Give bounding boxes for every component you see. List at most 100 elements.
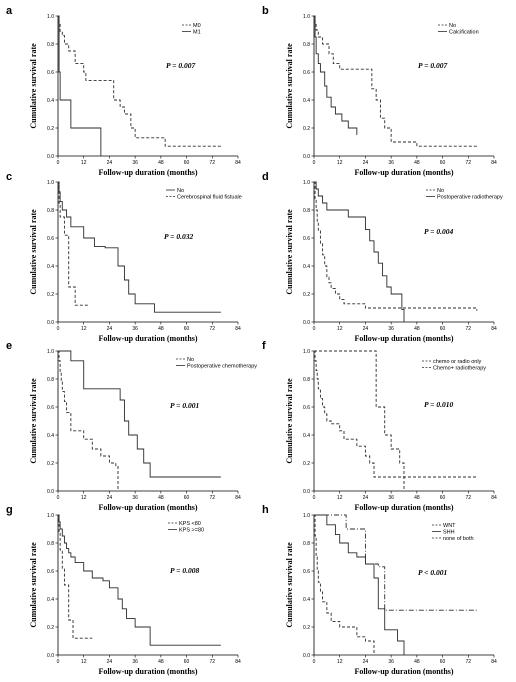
- x-tick-label: 60: [440, 160, 446, 166]
- y-tick-label: 0.6: [303, 405, 310, 411]
- y-tick-label: 0.4: [47, 597, 54, 603]
- survival-curve-2: [58, 15, 102, 156]
- x-tick-label: 12: [337, 495, 343, 501]
- survival-curve-2: [314, 181, 405, 322]
- x-tick-label: 24: [363, 495, 369, 501]
- y-tick-label: 0.8: [47, 42, 54, 48]
- y-tick-label: 0.8: [47, 541, 54, 547]
- x-axis-label: Follow-up duration (months): [354, 667, 453, 676]
- legend-label: none of both: [443, 536, 474, 542]
- y-tick-label: 0.2: [47, 126, 54, 132]
- panel-letter: d: [262, 171, 269, 183]
- y-tick-label: 1.0: [47, 349, 54, 355]
- y-tick-label: 0.4: [47, 98, 54, 104]
- survival-curve-1: [58, 15, 221, 147]
- legend-label: KPS >=80: [179, 528, 204, 534]
- legend-label: M0: [193, 23, 201, 29]
- x-tick-label: 12: [81, 659, 87, 665]
- p-value: P = 0.032: [164, 232, 193, 241]
- x-tick-label: 72: [466, 495, 472, 501]
- x-tick-label: 36: [132, 659, 138, 665]
- x-tick-label: 24: [107, 495, 113, 501]
- x-tick-label: 60: [440, 659, 446, 665]
- x-tick-label: 72: [466, 659, 472, 665]
- y-tick-label: 0.2: [303, 461, 310, 467]
- x-tick-label: 12: [337, 160, 343, 166]
- x-tick-label: 48: [158, 659, 164, 665]
- legend-label: No: [177, 188, 184, 194]
- y-tick-label: 0.8: [47, 208, 54, 214]
- x-tick-label: 60: [184, 160, 190, 166]
- panel-letter: c: [6, 171, 12, 183]
- x-axis-label: Follow-up duration (months): [354, 168, 453, 177]
- survival-curve-2: [58, 181, 88, 306]
- km-panel-b: b 0.0 0.2 0.4 0.6 0.8 1.0 0 12 24 36 48 60 72 84 Cumula…: [262, 5, 497, 177]
- x-tick-label: 36: [388, 495, 394, 501]
- x-tick-label: 60: [440, 326, 446, 332]
- survival-curve-2: [314, 350, 405, 491]
- x-tick-label: 24: [107, 326, 113, 332]
- y-tick-label: 0.0: [303, 154, 310, 160]
- y-tick-label: 0.8: [303, 208, 310, 214]
- x-tick-label: 0: [57, 495, 60, 501]
- panel-letter: a: [6, 5, 13, 17]
- legend-label: No: [449, 23, 456, 29]
- x-tick-label: 84: [491, 326, 497, 332]
- y-tick-label: 0.4: [303, 597, 310, 603]
- y-tick-label: 0.0: [47, 320, 54, 326]
- legend-label: Chemo+ radiotherapy: [433, 366, 486, 372]
- x-tick-label: 72: [210, 160, 216, 166]
- x-tick-label: 60: [184, 659, 190, 665]
- y-tick-label: 0.6: [47, 569, 54, 575]
- x-tick-label: 48: [414, 326, 420, 332]
- legend-label: Postoperative chemotherapy: [187, 364, 257, 370]
- y-tick-label: 0.2: [303, 126, 310, 132]
- legend-label: No: [187, 357, 194, 363]
- y-tick-label: 0.8: [47, 377, 54, 383]
- legend-label: WNT: [443, 523, 456, 529]
- y-tick-label: 0.4: [303, 433, 310, 439]
- y-axis-label: Cumulative survival rate: [285, 542, 294, 628]
- x-tick-label: 0: [57, 160, 60, 166]
- y-tick-label: 0.0: [303, 653, 310, 659]
- km-panel-a: a 0.0 0.2 0.4 0.6 0.8 1.0 0 12 24 36 48 60 72 84 Cumula…: [6, 5, 241, 177]
- x-tick-label: 48: [158, 160, 164, 166]
- panel-letter: e: [6, 340, 12, 352]
- y-tick-label: 0.2: [47, 461, 54, 467]
- x-tick-label: 12: [337, 659, 343, 665]
- x-tick-label: 36: [388, 160, 394, 166]
- legend-label: SHH: [443, 530, 455, 536]
- x-axis-label: Follow-up duration (months): [98, 334, 197, 343]
- y-axis-label: Cumulative survival rate: [285, 378, 294, 464]
- x-axis-label: Follow-up duration (months): [98, 503, 197, 512]
- km-panel-c: c 0.0 0.2 0.4 0.6 0.8 1.0 0 12 24 36 48 60 72 84 Cumula…: [6, 171, 242, 343]
- x-tick-label: 36: [132, 160, 138, 166]
- x-tick-label: 72: [466, 160, 472, 166]
- y-tick-label: 1.0: [303, 14, 310, 20]
- km-panel-g: g 0.0 0.2 0.4 0.6 0.8 1.0 0 12 24 36 48 60 72 84 Cumula…: [6, 504, 241, 676]
- legend-label: No: [437, 188, 444, 194]
- x-tick-label: 84: [235, 160, 241, 166]
- x-tick-label: 48: [158, 326, 164, 332]
- y-axis-label: Cumulative survival rate: [285, 43, 294, 129]
- x-tick-label: 0: [313, 495, 316, 501]
- x-tick-label: 0: [313, 160, 316, 166]
- x-axis-label: Follow-up duration (months): [98, 168, 197, 177]
- legend-label: Postoperative radiotherapy: [437, 195, 503, 201]
- y-tick-label: 0.6: [47, 70, 54, 76]
- km-panel-f: f 0.0 0.2 0.4 0.6 0.8 1.0 0 12 24 36 48 60 72 84 Cumula…: [262, 340, 497, 512]
- y-tick-label: 0.2: [47, 292, 54, 298]
- y-tick-label: 1.0: [303, 180, 310, 186]
- y-tick-label: 0.8: [303, 377, 310, 383]
- y-tick-label: 0.0: [47, 489, 54, 495]
- x-tick-label: 84: [491, 659, 497, 665]
- p-value: P = 0.007: [418, 61, 447, 70]
- x-tick-label: 84: [491, 495, 497, 501]
- survival-curve-1: [58, 514, 93, 639]
- x-axis-label: Follow-up duration (months): [354, 334, 453, 343]
- y-tick-label: 0.4: [303, 98, 310, 104]
- x-tick-label: 84: [491, 160, 497, 166]
- x-tick-label: 24: [363, 326, 369, 332]
- p-value: P = 0.007: [166, 61, 195, 70]
